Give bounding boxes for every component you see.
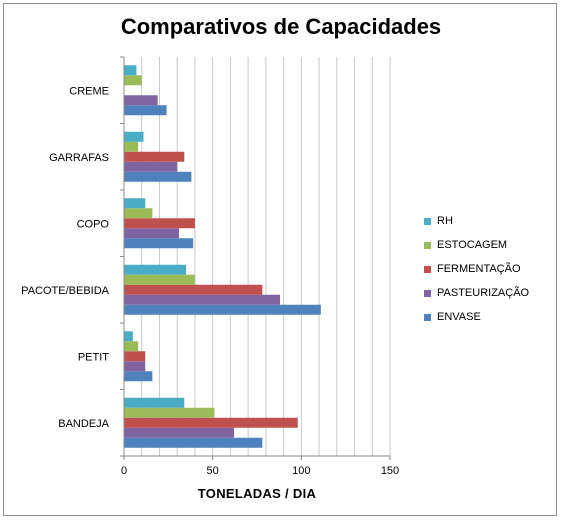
- category-label: CREME: [69, 85, 109, 97]
- legend-swatch: [424, 241, 431, 249]
- legend-label: ENVASE: [437, 311, 481, 323]
- bar-estocagem-garrafas: [124, 141, 139, 152]
- bar-estocagem-petit: [124, 341, 139, 352]
- legend-label: PASTEURIZAÇÃO: [437, 287, 530, 299]
- bar-estocagem-bandeja: [124, 407, 215, 418]
- x-tick-label: 0: [121, 465, 127, 477]
- legend-swatch: [424, 289, 431, 297]
- legend-item: PASTEURIZAÇÃO: [424, 281, 529, 305]
- bar-fermentação-bandeja: [124, 417, 298, 428]
- bar-pasteurização-pacotebebida: [124, 294, 281, 305]
- legend-item: RH: [424, 209, 529, 233]
- bar-pasteurização-copo: [124, 228, 179, 239]
- chart-frame: [3, 3, 557, 516]
- bar-rh-creme: [124, 65, 137, 76]
- legend-item: ENVASE: [424, 305, 529, 329]
- category-label: GARRAFAS: [49, 152, 109, 164]
- legend-label: RH: [437, 215, 453, 227]
- bar-rh-pacotebebida: [124, 264, 187, 275]
- labels-layer: BANDEJA PETIT PACOTE/BEBIDA COPO GARRAFAS CRE…: [21, 85, 399, 477]
- bar-pasteurização-petit: [124, 361, 146, 372]
- category-label: COPO: [77, 218, 110, 230]
- bar-estocagem-pacotebebida: [124, 274, 195, 285]
- category-label: PETIT: [78, 351, 109, 363]
- bar-rh-petit: [124, 331, 133, 342]
- bar-fermentação-pacotebebida: [124, 284, 263, 295]
- bar-envase-petit: [124, 371, 153, 382]
- bars-layer: [124, 65, 321, 448]
- legend-label: ESTOCAGEM: [437, 239, 508, 251]
- category-label: BANDEJA: [58, 418, 109, 430]
- chart-title: Comparativos de Capacidades: [120, 14, 442, 39]
- bar-estocagem-copo: [124, 208, 153, 219]
- legend-swatch: [424, 313, 431, 321]
- legend: RH ESTOCAGEM FERMENTAÇÃO PASTEURIZAÇÃO ENVAS…: [424, 209, 529, 329]
- category-label: PACOTE/BEBIDA: [21, 285, 109, 297]
- bar-envase-bandeja: [124, 437, 263, 448]
- legend-swatch: [424, 217, 431, 225]
- bar-rh-copo: [124, 198, 146, 209]
- legend-item: ESTOCAGEM: [424, 233, 529, 257]
- legend-item: FERMENTAÇÃO: [424, 257, 529, 281]
- x-tick-label: 150: [381, 465, 399, 477]
- bar-envase-garrafas: [124, 171, 192, 182]
- bar-fermentação-copo: [124, 218, 195, 229]
- bar-pasteurização-garrafas: [124, 161, 178, 172]
- bar-pasteurização-creme: [124, 95, 158, 106]
- legend-swatch: [424, 265, 431, 273]
- grid-layer: [141, 57, 391, 456]
- bar-pasteurização-bandeja: [124, 427, 234, 438]
- x-axis-title: TONELADAS / DIA: [197, 486, 317, 501]
- bar-fermentação-garrafas: [124, 151, 185, 162]
- bar-envase-copo: [124, 238, 194, 249]
- x-tick-label: 100: [292, 465, 310, 477]
- axes-layer: [120, 56, 391, 460]
- x-tick-label: 50: [207, 465, 219, 477]
- bar-rh-garrafas: [124, 131, 144, 142]
- bar-envase-pacotebebida: [124, 304, 321, 315]
- bar-estocagem-creme: [124, 75, 142, 86]
- bar-fermentação-petit: [124, 351, 146, 362]
- legend-label: FERMENTAÇÃO: [437, 263, 521, 275]
- bar-rh-bandeja: [124, 397, 185, 408]
- bar-envase-creme: [124, 105, 167, 116]
